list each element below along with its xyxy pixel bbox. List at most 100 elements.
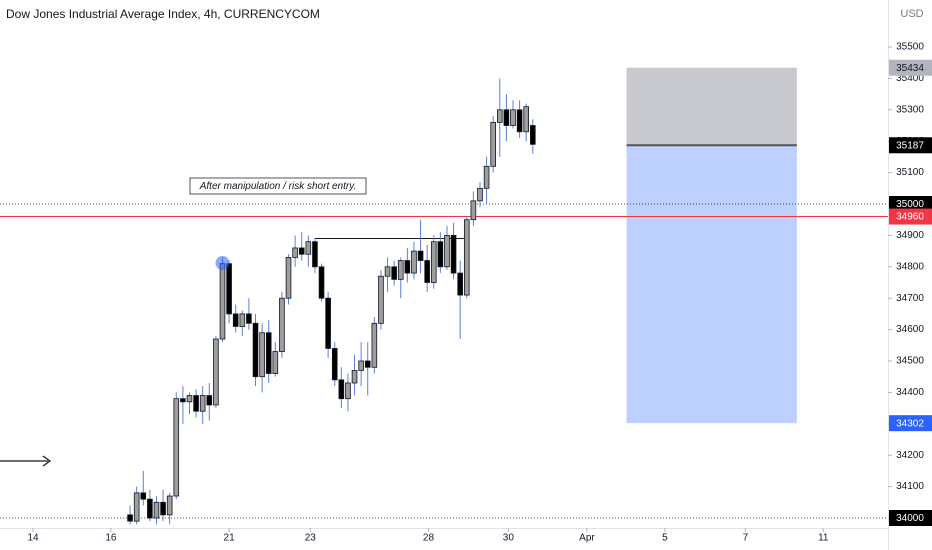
candle-body	[523, 106, 529, 133]
candle-body	[477, 187, 483, 202]
candle-body	[193, 395, 199, 412]
price-tag-label: 34000	[896, 513, 924, 524]
y-tick-label: 35100	[896, 167, 924, 178]
arrow-head	[42, 455, 52, 467]
candle-body	[430, 241, 437, 283]
candle-body	[279, 297, 285, 352]
x-tick-label: 23	[305, 533, 317, 544]
y-tick-label: 34400	[896, 387, 924, 398]
y-tick-label: 34200	[896, 450, 924, 461]
price-tag-label: 35434	[896, 63, 924, 74]
candle-body	[133, 492, 140, 522]
candle-body	[490, 121, 496, 167]
candle-body	[153, 501, 160, 519]
y-tick-label: 35400	[896, 73, 924, 84]
candle-body	[424, 260, 430, 283]
candle-body	[384, 266, 391, 277]
candle-body	[510, 109, 516, 126]
candle-body	[503, 109, 510, 126]
candle-body	[516, 109, 523, 133]
candle-body	[246, 313, 252, 324]
candle-body	[285, 256, 292, 299]
candle-body	[259, 332, 265, 378]
candle-body	[226, 263, 232, 315]
candle-body	[371, 322, 378, 368]
position-risk-zone	[626, 67, 797, 146]
candle-body	[318, 266, 325, 299]
position-target-zone	[626, 145, 797, 424]
price-tag-label: 34960	[896, 212, 924, 223]
y-tick-label: 34700	[896, 293, 924, 304]
candle-body	[180, 398, 186, 403]
candle-body	[292, 247, 298, 258]
price-tag	[889, 137, 932, 154]
candle-body	[206, 395, 213, 406]
candle-body	[397, 260, 404, 280]
candle-body	[147, 498, 153, 519]
candle-body	[239, 313, 246, 327]
candle-body	[312, 241, 318, 268]
candle-body	[378, 275, 384, 324]
candle-body	[325, 297, 331, 349]
candle-body	[358, 360, 364, 371]
candle-body	[252, 322, 259, 378]
annotation-box	[189, 177, 367, 195]
candle-body	[364, 360, 371, 368]
candle-body	[450, 234, 457, 274]
candle-body	[483, 165, 490, 189]
price-tag	[889, 510, 932, 526]
candle-body	[140, 492, 147, 500]
candle-body	[265, 332, 272, 374]
x-tick-label: Apr	[579, 533, 595, 544]
candle-body	[437, 241, 444, 268]
y-tick-label: 34900	[896, 230, 924, 241]
x-tick-label: 5	[662, 533, 668, 544]
candle-body	[404, 260, 411, 274]
y-tick-label: 34600	[896, 324, 924, 335]
marker	[215, 256, 230, 271]
candle-body	[199, 395, 206, 412]
y-tick-label: 35500	[896, 42, 924, 53]
candle-body	[232, 313, 239, 327]
candle-body	[219, 263, 226, 340]
x-tick-label: 11	[818, 533, 829, 544]
candle-body	[345, 382, 351, 400]
x-tick-label: 21	[224, 533, 236, 544]
candle-body	[160, 501, 166, 516]
price-tag	[889, 208, 932, 225]
y-tick-label: 34100	[896, 481, 924, 492]
currency-label: USD	[900, 8, 923, 20]
price-tag	[889, 59, 932, 76]
chart-title: Dow Jones Industrial Average Index, 4h, …	[6, 7, 320, 21]
candle-body	[351, 370, 358, 384]
candle-body	[417, 250, 424, 261]
candle-body	[272, 351, 279, 374]
candle-body	[331, 348, 338, 381]
x-tick-label: 7	[743, 533, 749, 544]
x-tick-label: 16	[105, 533, 117, 544]
candle-body	[457, 272, 463, 296]
x-tick-label: 14	[27, 533, 39, 544]
candle-body	[463, 219, 470, 296]
price-tag	[889, 415, 932, 432]
candle-body	[411, 250, 417, 274]
y-tick-label: 34500	[896, 356, 924, 367]
candle-body	[298, 247, 305, 255]
candle-body	[166, 495, 173, 516]
candle-body	[496, 109, 503, 123]
candle-body	[186, 395, 193, 403]
candle-body	[173, 398, 180, 497]
candle-body	[444, 234, 450, 268]
price-tag	[889, 196, 932, 212]
x-tick-label: 28	[423, 533, 435, 544]
annotation: After manipulation / risk short entry.	[199, 181, 357, 192]
candle-body	[530, 125, 536, 145]
candle-body	[213, 338, 219, 406]
candle-body	[305, 241, 312, 255]
price-tag-label: 35187	[896, 140, 924, 151]
price-tag-label: 35000	[896, 199, 924, 210]
x-tick-label: 30	[503, 533, 515, 544]
price-tag-label: 34302	[896, 418, 924, 429]
y-tick-label: 34800	[896, 261, 924, 272]
